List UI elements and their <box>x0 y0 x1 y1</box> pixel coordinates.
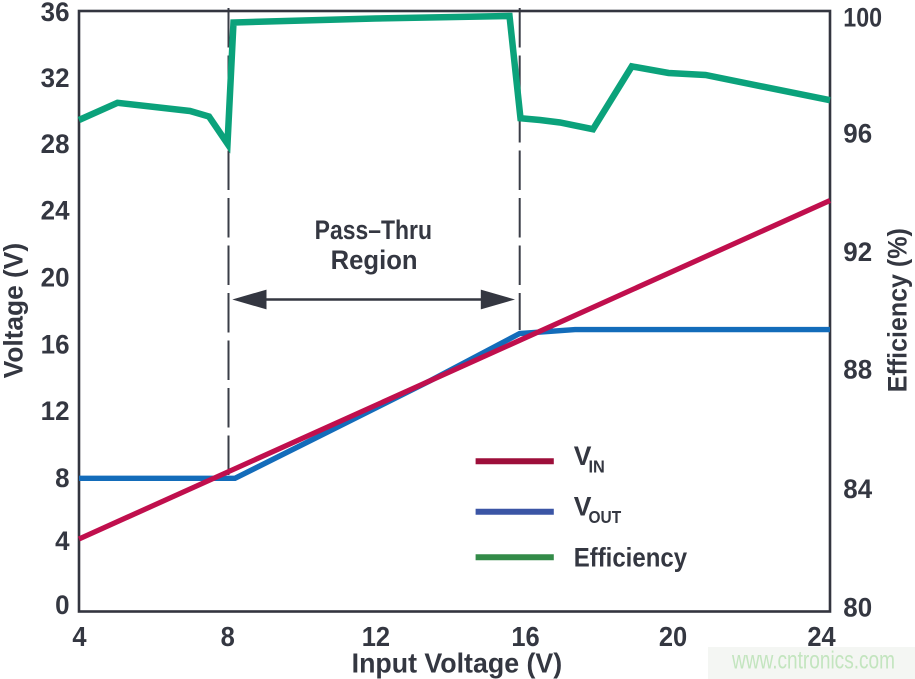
svg-text:20: 20 <box>41 262 70 293</box>
svg-text:V: V <box>574 441 592 471</box>
svg-text:92: 92 <box>843 236 872 267</box>
svg-text:84: 84 <box>843 473 872 504</box>
svg-text:24: 24 <box>807 621 835 652</box>
svg-text:100: 100 <box>843 3 882 33</box>
svg-text:Voltage (V): Voltage (V) <box>0 243 29 378</box>
svg-text:88: 88 <box>843 354 872 385</box>
svg-text:32: 32 <box>41 62 70 93</box>
svg-text:Region: Region <box>331 244 418 275</box>
svg-text:28: 28 <box>41 128 70 159</box>
svg-text:4: 4 <box>55 525 70 556</box>
svg-text:8: 8 <box>55 462 69 493</box>
svg-text:Efficiency: Efficiency <box>574 543 688 573</box>
svg-text:V: V <box>574 492 592 522</box>
svg-text:12: 12 <box>362 621 390 652</box>
svg-text:www.cntronics.com: www.cntronics.com <box>731 646 895 674</box>
svg-text:0: 0 <box>55 589 69 620</box>
svg-text:36: 36 <box>41 0 70 27</box>
svg-text:8: 8 <box>221 621 235 652</box>
svg-text:24: 24 <box>41 195 70 226</box>
svg-text:4: 4 <box>72 621 86 652</box>
svg-text:16: 16 <box>41 329 70 360</box>
svg-text:Pass–Thru: Pass–Thru <box>315 215 432 245</box>
svg-text:IN: IN <box>589 456 605 477</box>
svg-text:96: 96 <box>843 118 872 149</box>
svg-text:OUT: OUT <box>589 507 622 527</box>
svg-text:Efficiency (%): Efficiency (%) <box>882 228 913 392</box>
svg-text:16: 16 <box>511 621 539 652</box>
svg-text:80: 80 <box>843 592 872 623</box>
svg-text:12: 12 <box>41 396 70 427</box>
svg-text:Input Voltage (V): Input Voltage (V) <box>352 647 563 678</box>
svg-text:20: 20 <box>659 621 687 652</box>
